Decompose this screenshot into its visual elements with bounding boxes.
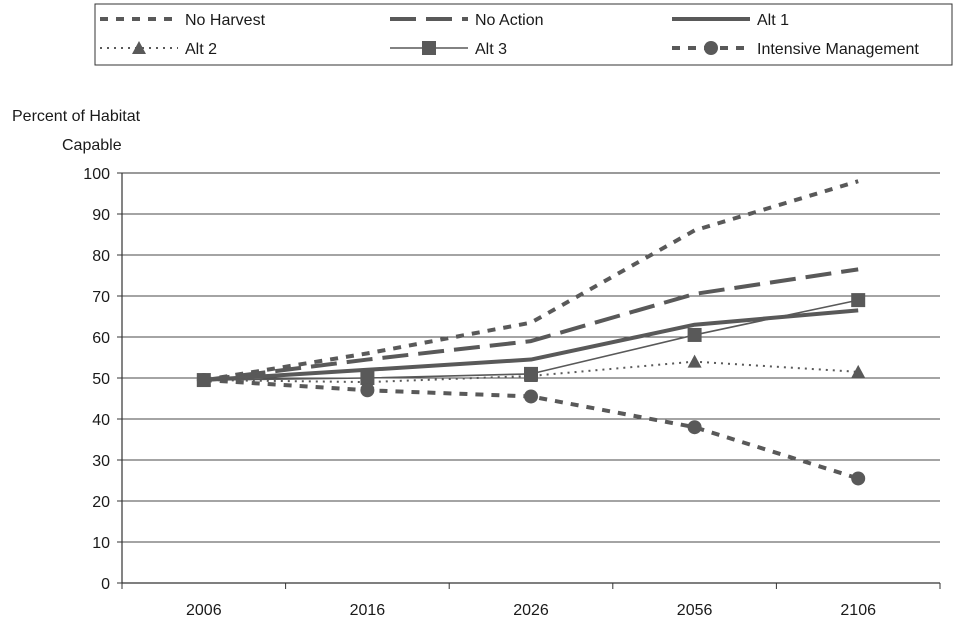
legend-label: Alt 1 [757, 12, 789, 29]
y-tick-label: 80 [92, 248, 110, 265]
chart-legend: No Harvest No Action Alt 1 Alt 2 Alt 3 Intens… [94, 3, 953, 66]
series-line-alt-1 [203, 308, 859, 383]
legend-marker [132, 41, 146, 54]
y-axis-title-line1: Percent of Habitat [12, 108, 141, 125]
data-point-alt-3 [687, 327, 702, 342]
x-axis-ticks: 2006 2016 2026 2056 2106 [121, 583, 941, 619]
gridlines [122, 172, 940, 543]
data-point-intensive-management [196, 373, 211, 388]
x-tick-label: 2026 [513, 602, 549, 619]
data-point-intensive-management [851, 471, 866, 486]
y-axis-ticks: 0 10 20 30 40 50 60 70 80 90 100 [83, 166, 122, 593]
y-tick-label: 20 [92, 494, 110, 511]
data-point-intensive-management [524, 389, 538, 404]
x-tick-label: 2006 [186, 602, 222, 619]
legend-label: Alt 2 [185, 41, 217, 58]
data-point-alt-3 [524, 366, 538, 381]
legend-item-intensive-management: Intensive Management [672, 41, 919, 58]
data-point-alt-2 [687, 354, 702, 368]
y-tick-label: 30 [92, 453, 110, 470]
series-no-action [203, 267, 859, 383]
x-tick-label: 2056 [677, 602, 713, 619]
legend-label: Alt 3 [475, 41, 507, 58]
y-tick-label: 60 [92, 330, 110, 347]
series-intensive-management [196, 373, 866, 486]
data-point-intensive-management [360, 383, 375, 398]
y-tick-label: 70 [92, 289, 110, 306]
legend-item-no-harvest: No Harvest [100, 12, 266, 29]
legend-item-alt-1: Alt 1 [672, 12, 789, 29]
series-alt-1 [203, 308, 859, 383]
series-no-harvest [203, 179, 859, 383]
data-point-alt-3 [360, 371, 375, 385]
y-tick-label: 90 [92, 207, 110, 224]
y-tick-label: 100 [83, 166, 110, 183]
data-point-alt-2 [851, 364, 866, 378]
y-tick-label: 50 [92, 371, 110, 388]
series-group [196, 179, 866, 486]
data-point-alt-3 [851, 293, 866, 308]
y-axis-title-line2: Capable [62, 137, 122, 154]
legend-label: Intensive Management [757, 41, 919, 58]
series-line-no-harvest [203, 179, 859, 383]
x-tick-label: 2016 [350, 602, 386, 619]
legend-item-alt-3: Alt 3 [390, 41, 507, 58]
y-tick-label: 40 [92, 412, 110, 429]
series-line-no-action [203, 267, 859, 383]
legend-border [94, 3, 953, 66]
y-tick-label: 10 [92, 535, 110, 552]
x-tick-label: 2106 [840, 602, 876, 619]
data-point-intensive-management [687, 420, 702, 435]
legend-label: No Action [475, 12, 543, 29]
legend-item-alt-2: Alt 2 [100, 41, 217, 58]
legend-marker [422, 41, 436, 55]
series-line-alt-2 [203, 360, 859, 384]
legend-marker [704, 41, 718, 55]
legend-label: No Harvest [185, 12, 266, 29]
legend-item-no-action: No Action [390, 12, 543, 29]
y-tick-label: 0 [101, 576, 110, 593]
